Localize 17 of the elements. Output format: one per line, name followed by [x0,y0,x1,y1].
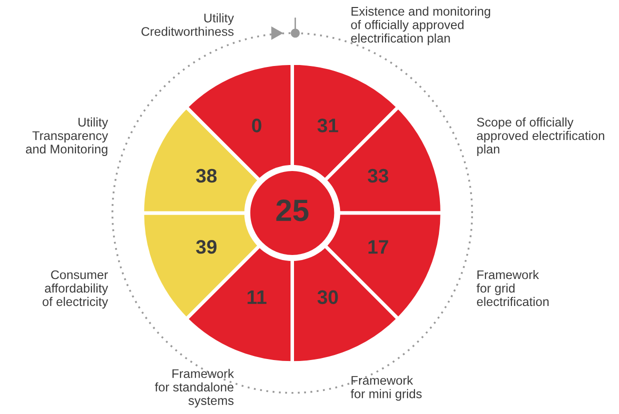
category-label: Consumer affordability of electricity [42,270,108,309]
data-label: 38 [196,168,217,183]
category-label: Framework for mini grids [350,376,422,401]
category-label: Existence and monitoring of officially approved electrification plan [351,6,490,46]
data-label: 33 [368,168,388,183]
data-label: 0 [252,118,262,132]
category-label: Utility Creditworthiness [142,13,234,36]
data-label: 31 [317,118,338,132]
data-label: 11 [248,290,266,304]
category-label: Framework for grid electrification [476,270,549,306]
data-label: 17 [368,240,388,254]
text: 25 [276,200,308,222]
data-label: 30 [317,290,338,304]
category-label: Utility Transparency and Monitoring [26,117,108,156]
category-label: Framework for standalone systems [154,368,234,408]
category-label: Scope of officially approved electrification plan [476,117,604,156]
data-label: 39 [196,240,217,254]
